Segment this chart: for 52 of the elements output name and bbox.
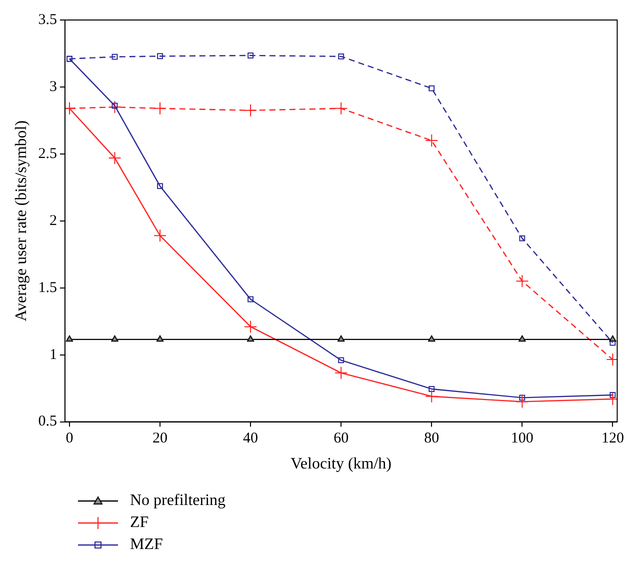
point xyxy=(156,335,164,342)
point xyxy=(334,366,348,380)
point xyxy=(609,335,616,342)
legend-label: MZF xyxy=(130,536,163,553)
point xyxy=(425,390,438,403)
y-tick-label: 3.5 xyxy=(38,12,57,28)
legend-label: ZF xyxy=(130,514,149,531)
x-tick-label: 0 xyxy=(66,430,74,447)
x-tick-label: 20 xyxy=(152,430,168,447)
point xyxy=(112,102,118,109)
point xyxy=(244,320,258,334)
point xyxy=(154,102,167,115)
x-tick-label: 100 xyxy=(510,430,534,447)
y-tick-label: 2 xyxy=(49,212,57,229)
x-axis-title: Velocity (km/h) xyxy=(290,456,392,473)
point xyxy=(428,386,435,392)
x-tick-label: 120 xyxy=(601,430,624,447)
point xyxy=(610,340,616,346)
y-tick-label: 2.5 xyxy=(38,146,57,162)
point xyxy=(154,229,167,242)
y-axis-title: Average user rate (bits/symbol) xyxy=(12,120,30,322)
point xyxy=(516,395,529,408)
y-tick-label: 0.5 xyxy=(38,414,57,430)
point xyxy=(112,54,118,60)
y-tick-label: 1 xyxy=(49,346,57,363)
point xyxy=(248,52,254,58)
point xyxy=(518,335,526,342)
point xyxy=(157,183,163,190)
point xyxy=(247,335,254,342)
x-tick-label: 60 xyxy=(334,430,349,447)
point xyxy=(428,85,435,92)
point xyxy=(338,335,345,342)
x-tick-label: 40 xyxy=(243,430,258,447)
point xyxy=(157,53,163,60)
point xyxy=(610,392,616,398)
point xyxy=(519,394,526,401)
point xyxy=(516,274,529,288)
legend-label: No prefiltering xyxy=(130,492,226,509)
point xyxy=(338,53,344,60)
point xyxy=(248,296,254,302)
point xyxy=(111,335,118,342)
y-tick-label: 3 xyxy=(49,78,57,95)
point xyxy=(108,151,122,164)
point xyxy=(428,335,436,342)
point xyxy=(338,357,344,364)
point xyxy=(425,134,438,148)
point xyxy=(108,100,122,114)
point xyxy=(334,102,348,115)
point xyxy=(244,104,258,117)
x-tick-label: 80 xyxy=(424,430,440,447)
y-tick-label: 1.5 xyxy=(38,280,57,296)
point xyxy=(519,235,526,242)
